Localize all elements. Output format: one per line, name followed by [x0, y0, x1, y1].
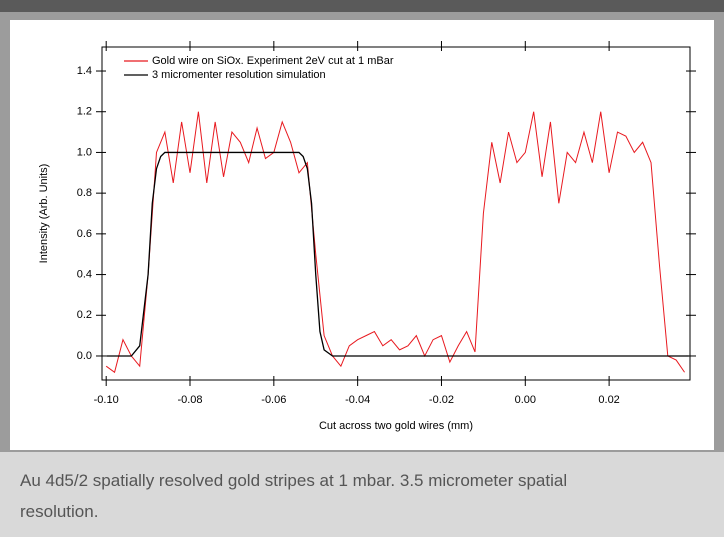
series-line	[106, 152, 689, 356]
x-tick-label: -0.06	[261, 394, 286, 406]
x-tick-label: -0.04	[345, 394, 370, 406]
page: {"chart_data": {"type": "line", "xlabel"…	[0, 0, 724, 537]
y-tick-label: 0.4	[77, 268, 92, 280]
y-tick-label: 0.8	[77, 187, 92, 199]
x-axis-label: Cut across two gold wires (mm)	[319, 420, 473, 432]
caption: Au 4d5/2 spatially resolved gold stripes…	[20, 465, 620, 527]
x-tick-label: 0.02	[598, 394, 619, 406]
plot-frame	[102, 47, 690, 380]
y-tick-label: 1.2	[77, 106, 92, 118]
legend-label: Gold wire on SiOx. Experiment 2eV cut at…	[152, 55, 394, 67]
y-tick-label: 0.6	[77, 228, 92, 240]
x-tick-label: -0.02	[429, 394, 454, 406]
y-tick-label: 1.0	[77, 146, 92, 158]
series-line	[106, 112, 684, 373]
y-tick-label: 0.2	[77, 309, 92, 321]
x-tick-label: 0.00	[515, 394, 536, 406]
x-tick-label: -0.08	[177, 394, 202, 406]
chart: -0.10 -0.08 -0.06 -0.04 -0.02 0.00 0.02 0.0 0.2 0…	[0, 0, 724, 450]
y-tick-label: 0.0	[77, 350, 92, 362]
y-axis-label: Intensity (Arb. Units)	[38, 164, 50, 264]
y-tick-label: 1.4	[77, 65, 92, 77]
x-tick-label: -0.10	[94, 394, 119, 406]
legend-label: 3 micromenter resolution simulation	[152, 69, 326, 81]
caption-box: Au 4d5/2 spatially resolved gold stripes…	[0, 452, 724, 537]
